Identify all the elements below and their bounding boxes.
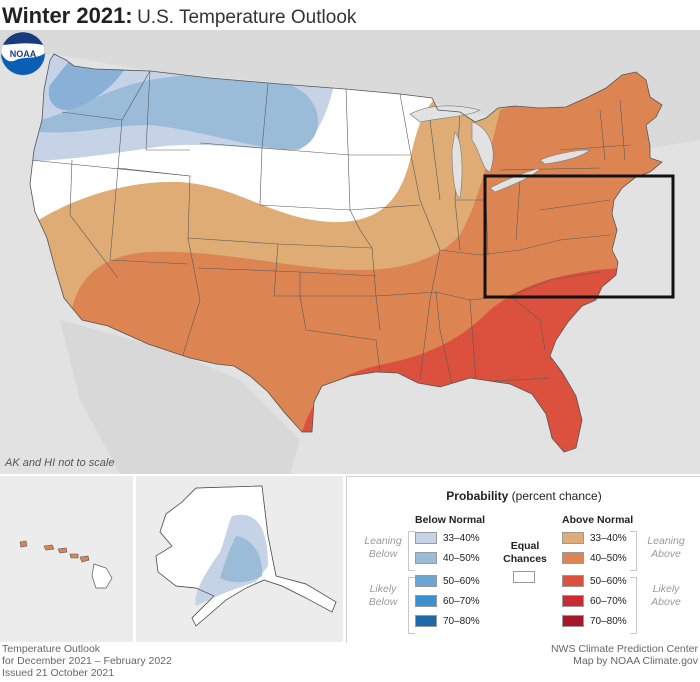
above-bin-33-40-label: 33–40% [590,533,627,544]
below-bin-33-40-label: 33–40% [443,533,480,544]
legend: Probability (percent chance) Below Norma… [346,476,700,643]
above-bin-33-40-swatch [562,532,584,544]
above-bin-70-80-swatch [562,615,584,627]
above-bin-50-60-swatch [562,575,584,587]
legend-title-rest: (percent chance) [511,489,602,503]
legend-title: Probability (percent chance) [347,489,700,503]
alaska-inset [136,476,343,642]
above-normal-header: Above Normal [562,514,634,526]
likely-below-bracket [408,577,415,634]
hawaii-map [19,540,113,589]
likely-below-label: Likely Below [368,583,398,608]
above-bin-40-50-swatch [562,552,584,564]
below-bin-70-80-swatch [415,615,437,627]
leaning-below-label: Leaning Below [364,535,402,560]
footer-left-line1: Temperature Outlook [2,643,101,655]
leaning-above-bracket [630,531,637,571]
scale-note: AK and HI not to scale [5,457,115,469]
map-title: Winter 2021: U.S. Temperature Outlook [2,3,356,29]
below-bin-50-60-swatch [415,575,437,587]
likely-above-label: Likely Above [651,583,681,608]
footer-right-line1: NWS Climate Prediction Center [550,643,698,655]
below-bin-33-40-swatch [415,532,437,544]
below-bin-40-50-label: 40–50% [443,553,480,564]
conus-map: AK and HI not to scale NOAA [0,30,700,474]
highlight-box [483,174,675,299]
leaning-above-label: Leaning Above [647,535,685,560]
above-bin-60-70-label: 60–70% [590,596,627,607]
above-bin-70-80-label: 70–80% [590,616,627,627]
above-bin-60-70-swatch [562,595,584,607]
equal-chances-swatch [513,571,535,583]
above-bin-40-50-label: 40–50% [590,553,627,564]
footer-left-line2: for December 2021 – February 2022 [2,655,172,667]
alaska-map [155,485,337,627]
footer-left-line3: Issued 21 October 2021 [2,667,115,679]
leaning-below-bracket [408,531,415,571]
below-bin-60-70-swatch [415,595,437,607]
noaa-logo: NOAA [0,30,46,76]
likely-above-bracket [630,577,637,634]
below-bin-40-50-swatch [415,552,437,564]
legend-title-bold: Probability [446,489,509,503]
below-bin-50-60-label: 50–60% [443,576,480,587]
footer-left: Temperature Outlook for December 2021 – … [2,643,172,679]
equal-chances-label: Equal Chances [503,540,547,565]
below-bin-70-80-label: 70–80% [443,616,480,627]
hawaii-inset [0,476,133,642]
footer-right: NWS Climate Prediction Center Map by NOA… [551,643,698,667]
title-season: Winter 2021: [2,3,133,28]
above-bin-50-60-label: 50–60% [590,576,627,587]
conus-map-svg [0,30,700,474]
below-normal-header: Below Normal [415,514,486,526]
title-subject: U.S. Temperature Outlook [137,7,357,28]
noaa-logo-text: NOAA [10,49,37,59]
footer-right-line2: Map by NOAA Climate.gov [573,655,698,667]
below-bin-60-70-label: 60–70% [443,596,480,607]
